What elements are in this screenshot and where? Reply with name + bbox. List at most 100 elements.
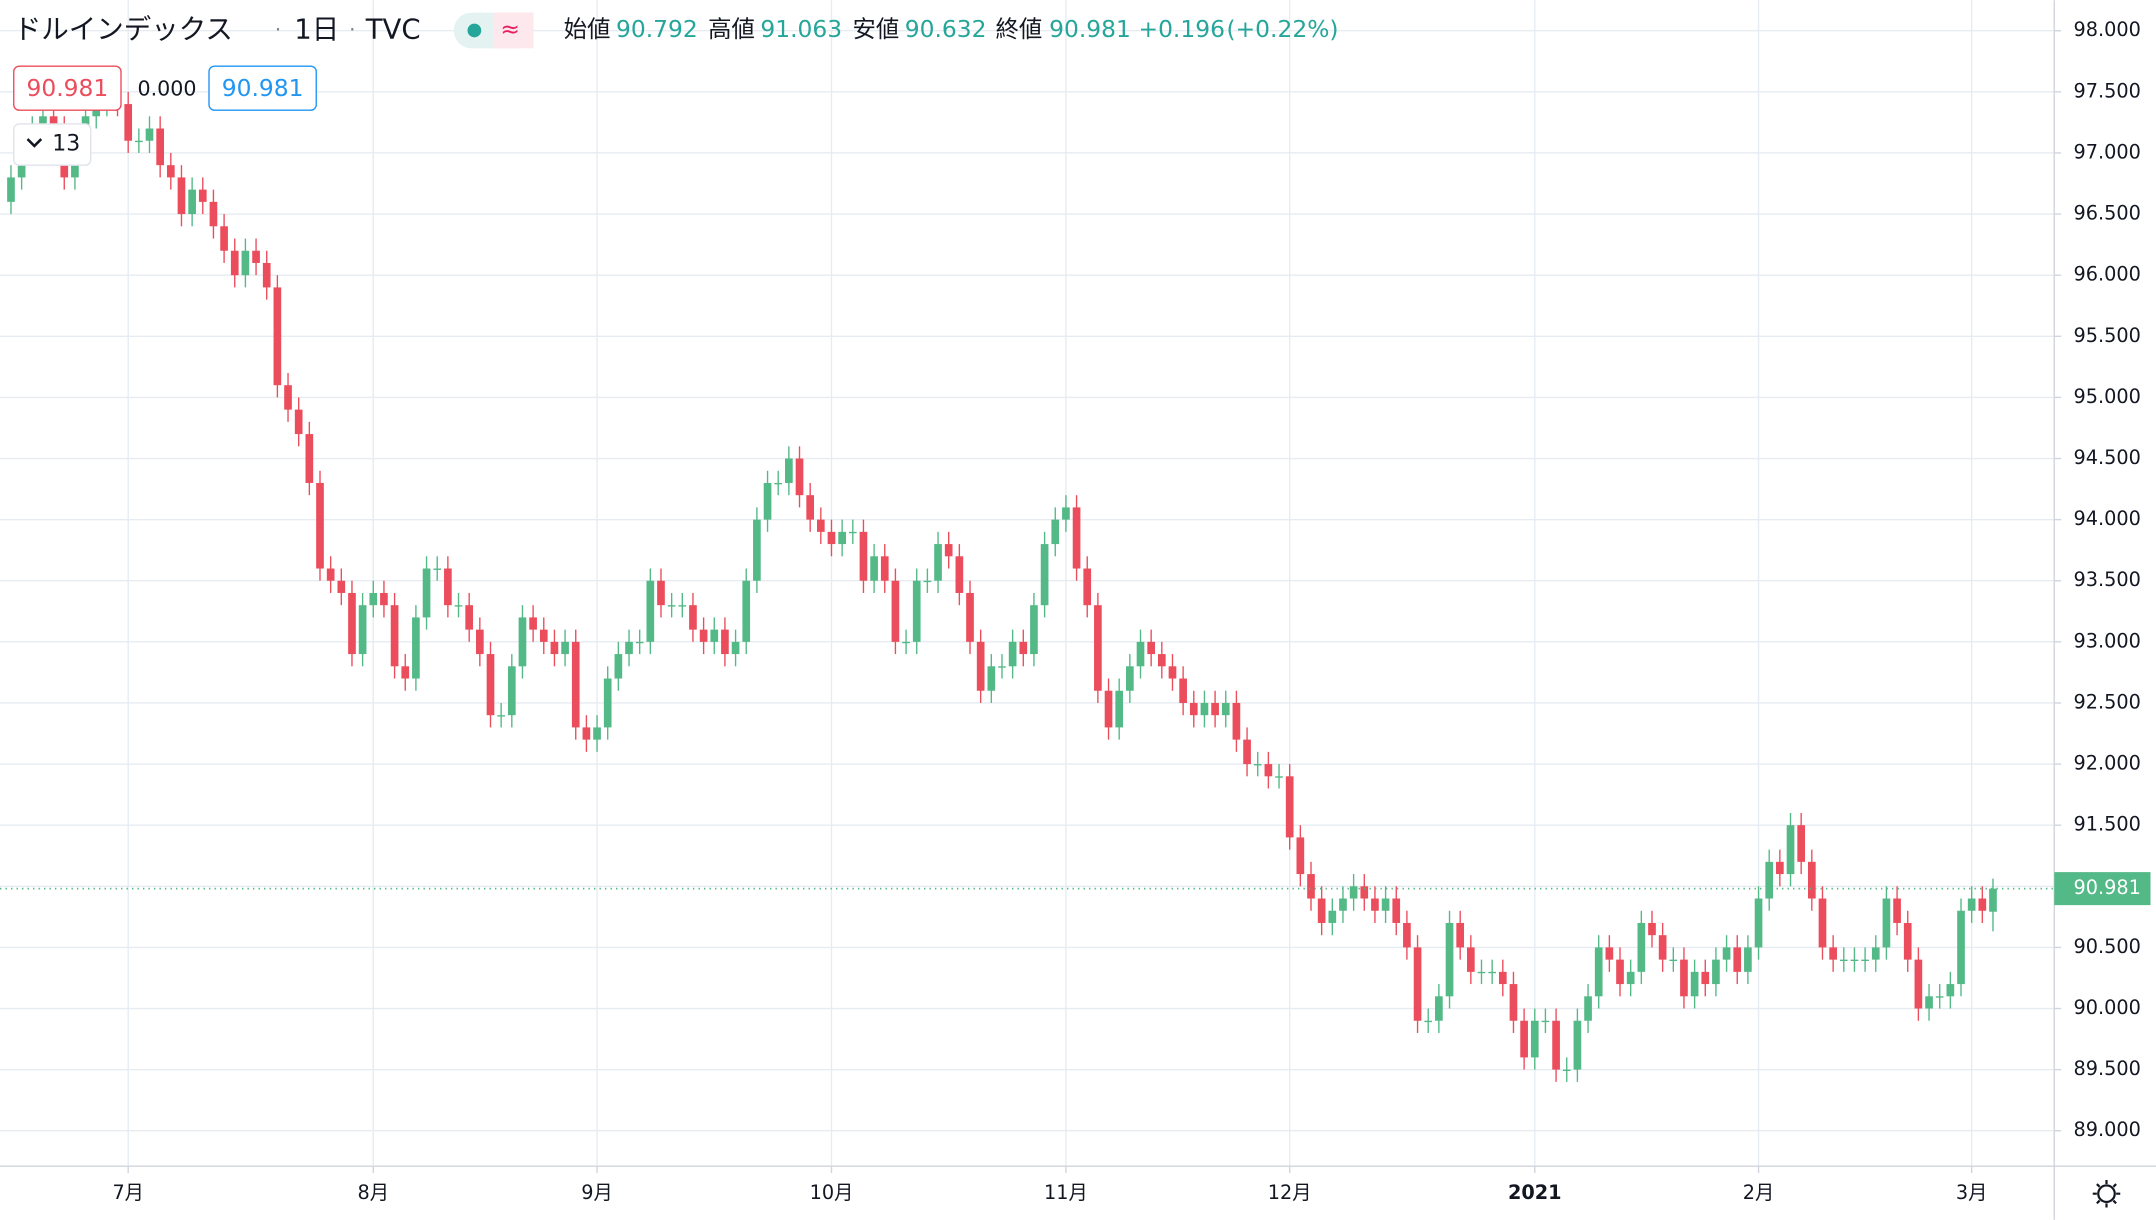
candle-body [1786,825,1795,875]
candle-body [603,678,612,728]
candle-body [774,482,783,485]
candle-body [1243,739,1251,765]
candle-body [582,727,591,740]
candle-body [1232,702,1241,740]
candle-body [1967,898,1976,911]
candle-body [1371,898,1379,911]
candle-body [465,605,474,630]
collapse-button[interactable] [13,123,92,166]
header: ドルインデックス · 1日 · TVC ≈ 始値 90.792 高値 91.06… [14,12,1339,49]
change: +0.196 [1139,15,1225,43]
candle-body [1339,898,1347,911]
candle-body [1978,898,1987,911]
candle-body [507,666,516,716]
candle-body [348,592,356,655]
candle-body [380,592,388,606]
candle-body [1839,959,1848,962]
candle-body [785,458,793,483]
candle-body [1882,898,1891,948]
candle-body [923,580,932,583]
candle-body [166,165,175,178]
symbol-title: ドルインデックス [14,13,233,45]
candle-body [316,482,324,569]
candle-body [1690,971,1699,997]
candle-body [1381,898,1390,911]
candle-body [1179,678,1187,703]
candle-body [1157,654,1166,667]
candle-body [550,641,559,655]
ohlc-value: 90.981 [1049,15,1131,43]
candle-body [156,128,164,166]
candle-body [177,177,186,215]
candle-body [1658,935,1667,960]
candle-body [1584,996,1592,1021]
gear-icon [2097,1184,2116,1204]
candle-body [1712,959,1720,985]
candle-body [795,458,804,496]
candle-body [646,580,655,642]
change-percent: (+0.22%) [1227,15,1339,43]
settings-button[interactable] [2092,1179,2121,1208]
candle-body [1722,947,1731,960]
candle-body [1680,959,1688,997]
candle-body [763,482,772,520]
candle-body [305,434,314,483]
candle-body [593,727,601,740]
candle-body [1349,886,1358,899]
candle-body [1871,947,1880,960]
candle-body [1264,764,1273,777]
status-pill-end [493,12,534,49]
gear-teeth [2092,1179,2121,1208]
candle-body [934,544,942,581]
candle-body [454,605,463,607]
candle-body [689,605,697,630]
candle-body [1019,641,1028,655]
candle-body [902,641,910,644]
candle-body [731,641,740,655]
candle-body [1914,959,1923,1009]
candle-body [614,654,623,679]
candle-body [1147,641,1155,655]
ohlc-label: 安値 [853,15,900,43]
candle-body [529,617,537,630]
candle-body [1776,861,1784,875]
candle-body [1467,947,1475,972]
candle-body [252,250,260,263]
interval: 1日 [294,13,339,45]
ohlc-label: 高値 [708,15,755,43]
candle-body [369,592,378,606]
candle-body [944,544,953,557]
indicator-box[interactable] [13,65,122,111]
candle-body [966,592,974,642]
candle-body [1562,1069,1571,1072]
candle-body [1829,947,1837,960]
y-tick-label: 89.500 [2074,1057,2141,1080]
candle-body [422,568,431,618]
candle-body [486,654,495,716]
candle-body [1221,702,1230,716]
candle-body [1498,971,1507,985]
ohlc-label: 終値 [996,15,1043,43]
candle-body [1925,996,1933,1009]
y-tick-label: 90.000 [2074,996,2141,1019]
candle-body [1807,861,1816,899]
x-tick-label: 7月 [112,1181,144,1204]
indicator-count: 13 [52,132,80,157]
candle-body [220,226,228,251]
indicator-box[interactable] [208,65,317,111]
candle-body [976,641,985,691]
candle-body [1211,702,1219,716]
candle-body [721,629,729,655]
y-tick-label: 93.000 [2074,629,2141,652]
candle-body [699,629,708,642]
candle-body [1094,605,1102,691]
candle-body [1051,519,1060,545]
candle-body [1989,888,1997,912]
candle-body [710,629,719,642]
candle-body [1307,874,1315,899]
y-tick-label: 92.500 [2074,690,2141,713]
candle-body [625,641,633,655]
candle-body [1328,910,1337,923]
candle-body [880,556,889,581]
